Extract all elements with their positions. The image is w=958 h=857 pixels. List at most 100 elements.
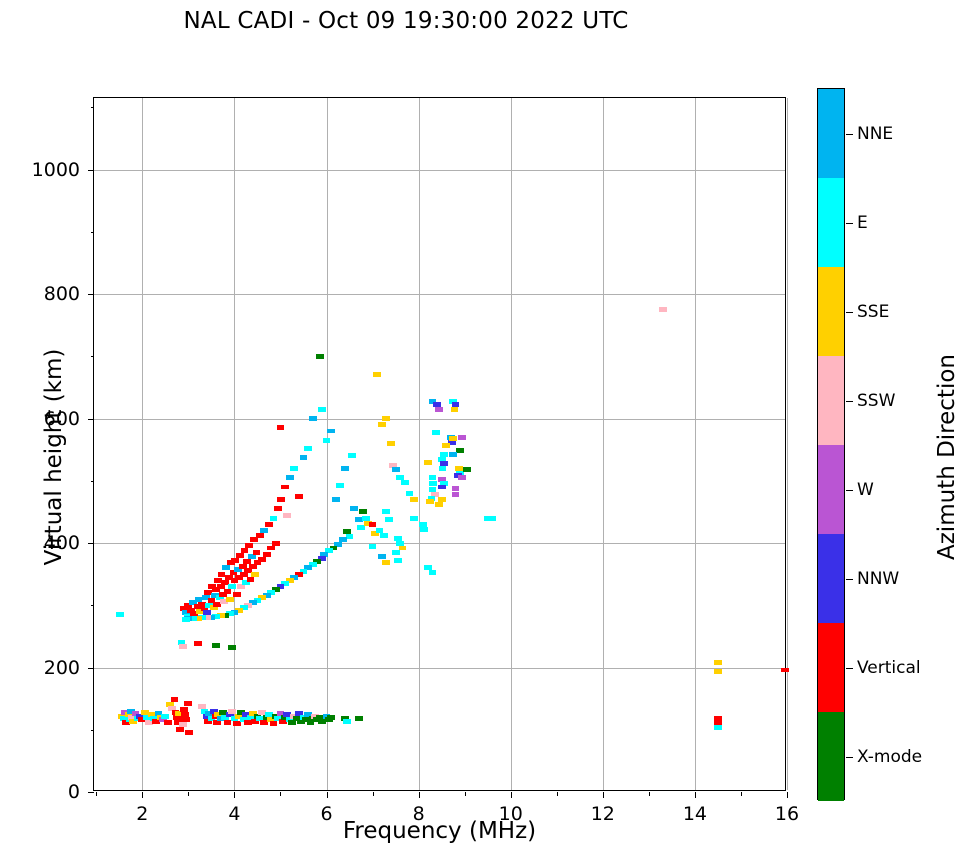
data-point	[182, 610, 190, 616]
data-point	[435, 501, 444, 507]
data-point	[198, 615, 207, 621]
data-point	[288, 719, 296, 725]
data-point	[449, 435, 458, 441]
data-point	[428, 398, 437, 404]
data-point	[202, 610, 211, 616]
data-point	[393, 535, 402, 541]
data-point	[455, 465, 464, 471]
data-point	[277, 496, 286, 502]
data-point	[209, 708, 218, 714]
data-point	[239, 717, 248, 723]
data-point	[248, 711, 257, 717]
x-gridline	[418, 98, 420, 790]
data-point	[343, 529, 352, 535]
data-point	[236, 552, 244, 558]
data-point	[428, 570, 437, 576]
data-point	[361, 515, 370, 521]
data-point	[327, 714, 336, 720]
x-tick	[326, 792, 328, 798]
data-point	[382, 560, 391, 566]
data-point	[200, 708, 209, 714]
data-point	[200, 605, 209, 611]
data-point	[209, 605, 218, 611]
data-point	[129, 718, 138, 724]
data-point	[350, 506, 359, 512]
data-point	[428, 475, 437, 481]
data-point	[313, 559, 322, 565]
y-tick	[88, 294, 94, 296]
data-point	[131, 711, 140, 717]
data-point	[238, 564, 247, 570]
data-point	[232, 721, 241, 726]
grid-layer	[94, 98, 788, 790]
data-point	[207, 597, 216, 603]
data-point	[138, 717, 147, 723]
data-point	[235, 713, 243, 719]
data-point	[364, 520, 372, 526]
data-point	[292, 716, 301, 722]
x-tick	[694, 792, 696, 798]
data-point	[458, 434, 467, 440]
data-point	[186, 607, 195, 613]
data-point	[195, 609, 204, 614]
data-point	[237, 584, 246, 590]
data-point	[285, 577, 294, 583]
data-point	[437, 477, 446, 483]
data-point	[126, 708, 135, 714]
data-point	[262, 551, 271, 557]
data-point	[253, 713, 262, 719]
data-point	[221, 714, 230, 720]
colorbar-segment-vertical	[818, 623, 844, 712]
y-gridline	[94, 169, 785, 171]
data-point	[215, 595, 224, 601]
data-point	[179, 605, 188, 611]
data-point	[387, 440, 395, 446]
colorbar-tick	[846, 667, 853, 669]
data-point	[285, 717, 294, 723]
data-point	[427, 495, 436, 501]
data-point	[438, 465, 447, 471]
data-point	[170, 697, 179, 703]
colorbar-label-x-mode: X-mode	[857, 746, 923, 767]
data-point	[248, 600, 257, 606]
data-point	[315, 353, 324, 359]
data-point	[217, 571, 226, 577]
data-point	[294, 571, 303, 577]
data-point	[214, 712, 223, 718]
data-point	[423, 565, 432, 571]
colorbar-segment-w	[818, 445, 844, 534]
data-point	[304, 445, 312, 451]
data-point	[180, 712, 189, 718]
data-point	[207, 716, 216, 722]
y-axis-title: Virtual height (km)	[41, 348, 67, 566]
data-point	[329, 545, 338, 551]
x-tick-label: 14	[682, 803, 707, 825]
x-tick-minor	[648, 792, 650, 796]
data-point	[258, 709, 266, 715]
data-point	[306, 719, 315, 725]
data-point	[221, 580, 230, 586]
data-point	[230, 716, 239, 722]
data-point	[442, 443, 451, 449]
data-point	[222, 565, 231, 571]
data-point	[182, 717, 190, 723]
data-point	[213, 719, 221, 725]
colorbar-label-nnw: NNW	[857, 568, 900, 589]
data-point	[405, 490, 414, 496]
data-point	[435, 407, 444, 413]
data-point	[208, 584, 217, 590]
data-point	[285, 475, 294, 481]
data-point	[294, 711, 303, 717]
data-point	[212, 613, 220, 619]
data-point	[244, 567, 253, 573]
colorbar-segment-nnw	[818, 534, 844, 623]
data-point	[410, 515, 418, 521]
data-point	[271, 713, 280, 719]
colorbar-label-ssw: SSW	[857, 390, 896, 411]
x-tick-minor	[372, 792, 374, 796]
data-point	[437, 457, 446, 463]
data-point	[311, 713, 319, 719]
data-point	[301, 717, 310, 723]
data-point	[203, 718, 212, 724]
data-point	[271, 587, 280, 593]
